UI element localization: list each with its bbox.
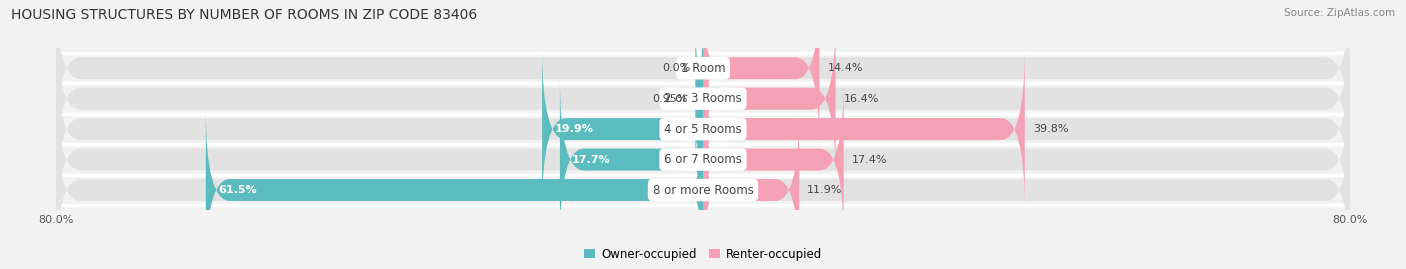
FancyBboxPatch shape: [679, 18, 720, 179]
Legend: Owner-occupied, Renter-occupied: Owner-occupied, Renter-occupied: [579, 243, 827, 265]
Text: 17.7%: 17.7%: [572, 155, 610, 165]
FancyBboxPatch shape: [560, 79, 703, 240]
Text: 4 or 5 Rooms: 4 or 5 Rooms: [664, 123, 742, 136]
Text: 17.4%: 17.4%: [852, 155, 887, 165]
Text: 1 Room: 1 Room: [681, 62, 725, 75]
FancyBboxPatch shape: [703, 0, 820, 148]
Text: 0.0%: 0.0%: [662, 63, 690, 73]
FancyBboxPatch shape: [56, 79, 1350, 240]
FancyBboxPatch shape: [703, 110, 799, 269]
Text: 61.5%: 61.5%: [218, 185, 256, 195]
Text: 19.9%: 19.9%: [554, 124, 593, 134]
FancyBboxPatch shape: [56, 49, 1350, 210]
Text: 6 or 7 Rooms: 6 or 7 Rooms: [664, 153, 742, 166]
FancyBboxPatch shape: [703, 49, 1025, 210]
Text: 0.95%: 0.95%: [652, 94, 688, 104]
FancyBboxPatch shape: [56, 18, 1350, 179]
Text: 8 or more Rooms: 8 or more Rooms: [652, 183, 754, 197]
Text: HOUSING STRUCTURES BY NUMBER OF ROOMS IN ZIP CODE 83406: HOUSING STRUCTURES BY NUMBER OF ROOMS IN…: [11, 8, 478, 22]
FancyBboxPatch shape: [56, 110, 1350, 269]
Text: 2 or 3 Rooms: 2 or 3 Rooms: [664, 92, 742, 105]
FancyBboxPatch shape: [56, 0, 1350, 148]
Text: 16.4%: 16.4%: [844, 94, 879, 104]
FancyBboxPatch shape: [703, 79, 844, 240]
Text: 11.9%: 11.9%: [807, 185, 842, 195]
FancyBboxPatch shape: [703, 18, 835, 179]
FancyBboxPatch shape: [205, 110, 703, 269]
FancyBboxPatch shape: [543, 49, 703, 210]
Text: Source: ZipAtlas.com: Source: ZipAtlas.com: [1284, 8, 1395, 18]
Text: 39.8%: 39.8%: [1033, 124, 1069, 134]
Text: 14.4%: 14.4%: [828, 63, 863, 73]
